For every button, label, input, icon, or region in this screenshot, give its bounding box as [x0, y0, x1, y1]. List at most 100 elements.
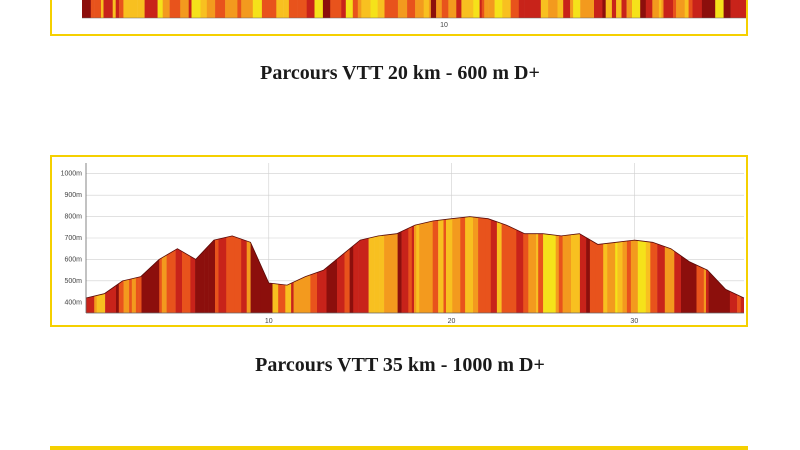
slope-band: [531, 0, 542, 18]
slope-band: [622, 216, 628, 313]
slope-band: [344, 216, 350, 313]
x-tick-label: 10: [440, 22, 448, 29]
slope-band: [90, 0, 95, 18]
y-tick-label: 1000m: [61, 171, 83, 178]
slope-band: [587, 0, 595, 18]
slope-band: [200, 0, 207, 18]
slope-band: [345, 0, 354, 18]
slope-band: [611, 0, 617, 18]
slope-band: [157, 0, 163, 18]
slope-band: [430, 0, 437, 18]
slope-band: [314, 0, 324, 18]
slope-band: [557, 0, 564, 18]
slope-band: [481, 0, 485, 18]
slope-band: [681, 216, 685, 313]
slope-band: [485, 216, 492, 313]
slope-band: [112, 0, 116, 18]
slope-band: [392, 216, 398, 313]
slope-band: [490, 216, 498, 313]
slope-band: [460, 216, 466, 313]
slope-band: [175, 216, 183, 313]
slope-band: [428, 0, 432, 18]
slope-band: [276, 0, 284, 18]
slope-band: [407, 0, 416, 18]
slope-band: [182, 216, 191, 313]
slope-band: [473, 216, 479, 313]
slope-band: [361, 0, 371, 18]
slope-band: [322, 0, 331, 18]
slope-band: [352, 0, 359, 18]
slope-band: [516, 216, 524, 313]
slope-band: [637, 216, 647, 313]
slope-band: [306, 0, 315, 18]
slope-band: [715, 0, 724, 18]
slope-band: [397, 216, 402, 313]
slope-band: [645, 0, 653, 18]
slope-band: [461, 0, 471, 18]
slope-band: [411, 216, 415, 313]
x-tick-label: 20: [448, 318, 456, 325]
slope-band: [82, 0, 92, 18]
slope-band: [331, 216, 338, 313]
slope-band: [626, 216, 632, 313]
slope-band: [540, 0, 549, 18]
slope-band: [443, 216, 447, 313]
slope-band: [645, 216, 651, 313]
slope-band: [234, 216, 242, 313]
slope-band: [676, 0, 685, 18]
slope-band: [94, 0, 102, 18]
slope-band: [640, 0, 647, 18]
slope-band: [555, 216, 560, 313]
slope-band: [496, 216, 502, 313]
slope-band: [580, 0, 588, 18]
slope-band: [337, 216, 345, 313]
slope-band: [615, 216, 618, 313]
slope-band: [502, 0, 511, 18]
slope-band: [330, 0, 336, 18]
slope-band: [415, 0, 424, 18]
slope-band: [152, 0, 158, 18]
y-tick-label: 600m: [64, 256, 82, 263]
slope-band: [723, 0, 731, 18]
slope-band: [684, 216, 693, 313]
slope-band: [123, 0, 132, 18]
slope-band: [633, 216, 639, 313]
slope-band: [241, 216, 247, 313]
slope-band: [518, 0, 525, 18]
slope-band: [397, 0, 408, 18]
slope-band: [416, 216, 420, 313]
slope-band: [666, 0, 674, 18]
slope-band: [654, 216, 658, 313]
slope-band: [473, 0, 480, 18]
slope-band: [115, 0, 120, 18]
route-caption-35km: Parcours VTT 35 km - 1000 m D+: [255, 354, 545, 376]
slope-band: [657, 216, 666, 313]
elevation-chart-35km-svg: 400m 500m 600m 700m 800m 900m 1000m 10 20 30: [61, 163, 745, 325]
slope-band: [501, 216, 511, 313]
slope-band: [247, 0, 254, 18]
slope-band: [191, 0, 201, 18]
slope-band: [349, 216, 354, 313]
slope-band: [357, 0, 362, 18]
route-caption-20km: Parcours VTT 20 km - 600 m D+: [260, 62, 540, 84]
slope-band: [355, 216, 359, 313]
slope-band: [616, 0, 622, 18]
slope-band: [215, 216, 219, 313]
slope-band: [621, 0, 627, 18]
slope-band: [595, 216, 604, 313]
slope-band: [510, 0, 519, 18]
slope-band: [523, 216, 529, 313]
elevation-outline: [85, 216, 745, 299]
slope-band: [253, 216, 261, 313]
slope-band: [730, 0, 739, 18]
slope-band: [206, 0, 216, 18]
slope-band: [456, 0, 462, 18]
slope-band: [283, 0, 290, 18]
slope-band: [379, 216, 385, 313]
slope-band: [390, 0, 399, 18]
slope-band: [252, 0, 263, 18]
slope-band: [225, 0, 235, 18]
slope-band: [479, 0, 482, 18]
slope-band: [543, 216, 550, 313]
y-tick-label: 400m: [64, 299, 82, 306]
